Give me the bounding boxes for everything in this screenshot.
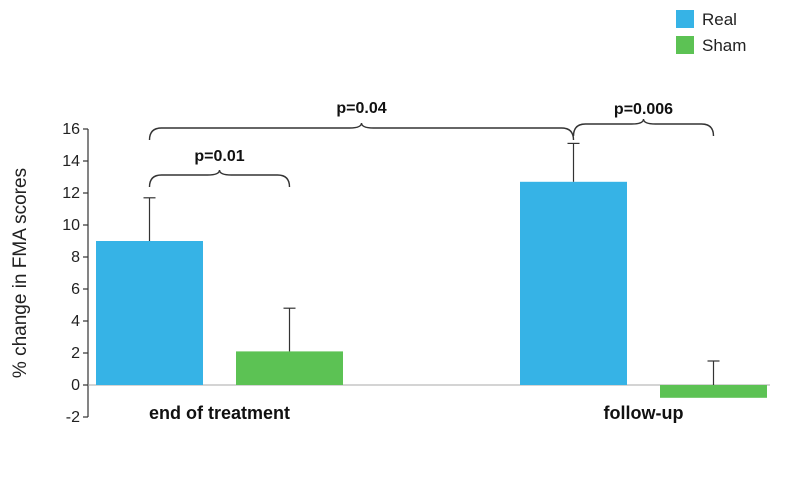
legend-label-real: Real — [702, 10, 737, 29]
y-tick-label: 10 — [62, 217, 80, 234]
p-value-label: p=0.01 — [194, 148, 244, 165]
y-tick-label: 6 — [71, 281, 80, 298]
y-axis-label: % change in FMA scores — [10, 168, 31, 378]
significance-brace — [148, 169, 291, 188]
bar-sham — [236, 351, 343, 385]
y-tick-label: 12 — [62, 185, 80, 202]
bar-sham — [660, 385, 767, 398]
legend-swatch-real — [676, 10, 694, 28]
y-tick-label: 4 — [71, 313, 80, 330]
p-value-label: p=0.04 — [336, 100, 386, 117]
significance-annotations: p=0.01 p=0.04 p=0.006 — [148, 100, 715, 188]
axes: -2 0 2 4 6 8 10 12 14 16 end of treatment follow-up — [62, 121, 770, 426]
bar-real — [520, 181, 627, 385]
significance-brace — [148, 122, 575, 141]
y-tick-label: 14 — [62, 153, 80, 170]
y-tick-label: 16 — [62, 121, 80, 138]
significance-brace — [572, 118, 715, 137]
bar-real — [96, 241, 203, 385]
y-tick-label: 8 — [71, 249, 80, 266]
y-tick-label: 0 — [71, 377, 80, 394]
category-label: end of treatment — [149, 403, 290, 423]
legend-label-sham: Sham — [702, 36, 746, 55]
legend-swatch-sham — [676, 36, 694, 54]
bars — [96, 181, 767, 398]
legend: Real Sham — [676, 10, 746, 55]
y-tick-label: -2 — [66, 409, 80, 426]
category-label: follow-up — [604, 403, 684, 423]
y-tick-label: 2 — [71, 345, 80, 362]
error-bars — [143, 142, 720, 385]
p-value-label: p=0.006 — [614, 101, 673, 118]
